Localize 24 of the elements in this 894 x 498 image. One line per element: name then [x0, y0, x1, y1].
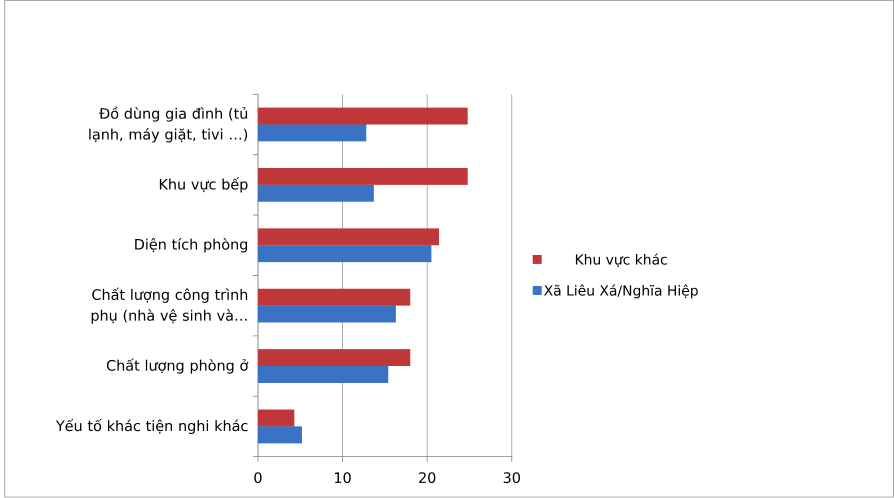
x-tick-label: 0: [254, 472, 262, 484]
bar: [258, 349, 410, 366]
bar: [258, 245, 432, 262]
bar: [258, 288, 410, 306]
bar: [258, 426, 302, 444]
x-tick-label: 30: [504, 472, 520, 484]
y-tick-label: Khu vực bếp: [160, 177, 248, 193]
x-tick-label: 20: [419, 472, 436, 484]
bar: [258, 366, 388, 384]
y-tick-label: Chất lượng công trình phụ (nhà vệ sinh và…: [92, 288, 248, 324]
bar: [258, 228, 440, 246]
bar: [258, 410, 294, 427]
bar: [258, 124, 366, 142]
y-tick-label: Đồ dùng gia đình (tủ lạnh, máy giặt, tivi …): [89, 106, 248, 143]
x-tick-label: 10: [335, 472, 351, 484]
bar: [258, 108, 468, 125]
y-tick-label: Yếu tố khác tiện nghi khác: [56, 418, 248, 434]
y-tick-label: Diện tích phòng: [135, 238, 248, 253]
bar: [258, 185, 374, 202]
text: Khu vực khác: [576, 254, 667, 268]
bar: [258, 168, 468, 186]
legend-label: Xã Liêu Xá/Nghĩa Hiệp: [544, 284, 698, 299]
y-tick-label: Chất lượng phòng ở: [106, 358, 248, 374]
bar: [258, 306, 396, 323]
